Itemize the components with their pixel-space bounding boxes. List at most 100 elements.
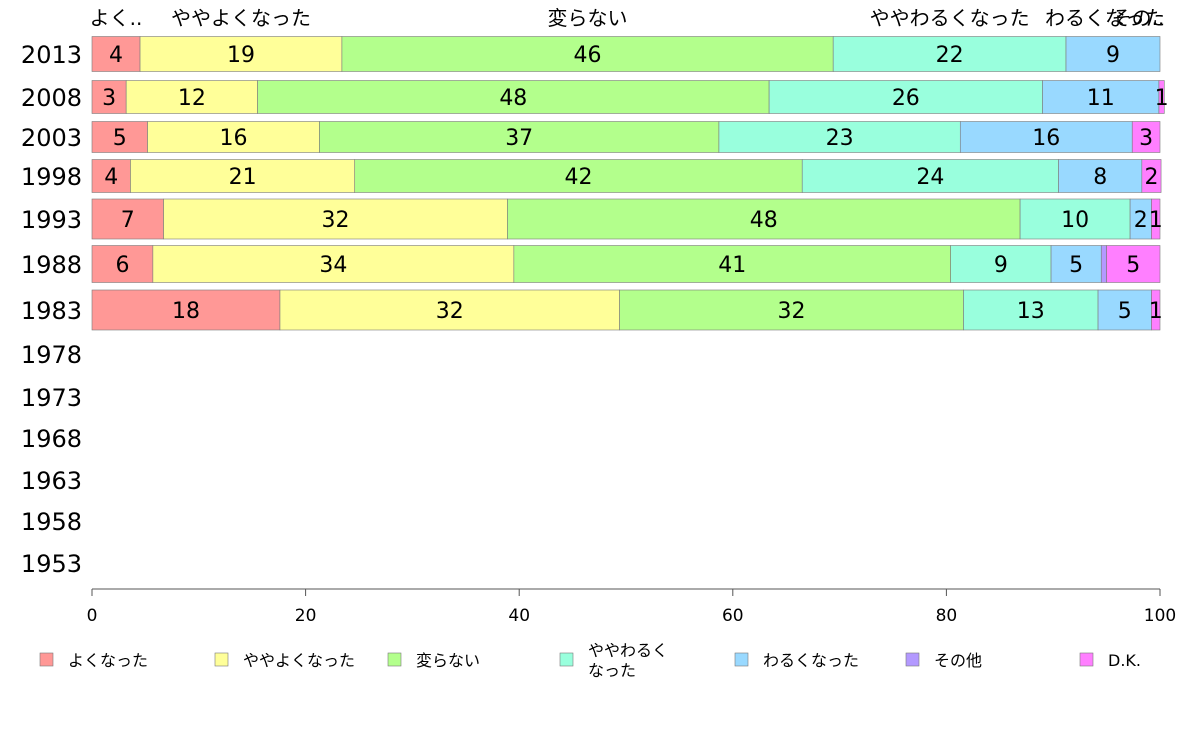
bar-segment-1998-1 xyxy=(130,159,356,193)
year-label-1983: 1983 xyxy=(21,297,82,325)
bar-segment-1993-6 xyxy=(1151,198,1161,240)
bar-segment-2013-0 xyxy=(91,36,141,72)
bar-label-1993-3: 10 xyxy=(1061,208,1089,233)
bar-label-2008-1: 12 xyxy=(178,86,206,111)
bar-label-2013-1: 19 xyxy=(227,43,255,68)
bar-label-1988-1: 34 xyxy=(319,253,347,278)
bar-segment-2008-3 xyxy=(768,80,1043,114)
bar-label-2003-2: 37 xyxy=(505,126,533,151)
bar-row-2003: 5 16 37 23 16 3 xyxy=(91,121,1161,153)
x-tick-label-20: 20 xyxy=(295,606,317,626)
legend-label-1: ややよくなった xyxy=(243,651,355,670)
year-label-1978: 1978 xyxy=(21,341,82,369)
bar-label-2003-3: 23 xyxy=(826,126,854,151)
bar-segment-2003-1 xyxy=(147,121,320,153)
legend-item-6: D.K. xyxy=(1079,651,1141,670)
year-label-1963: 1963 xyxy=(21,467,82,495)
legend-label-3: ややわるくなった xyxy=(588,641,668,680)
bar-label-1983-4: 5 xyxy=(1118,299,1132,324)
bar-label-1988-3: 9 xyxy=(994,253,1008,278)
bar-segment-2008-4 xyxy=(1042,80,1160,114)
bar-segment-2008-1 xyxy=(125,80,258,114)
bar-label-1998-6: 2 xyxy=(1144,165,1158,190)
bar-label-1988-6: 5 xyxy=(1126,253,1140,278)
legend: よくなった ややよくなった 変らない ややわるくなった わるくなった その他 D.K. xyxy=(39,641,1141,680)
bar-label-1983-3: 13 xyxy=(1017,299,1045,324)
top-label-1: ややよくなった xyxy=(171,6,311,30)
bar-segment-2013-4 xyxy=(1065,36,1161,72)
legend-swatch-4 xyxy=(734,652,749,667)
bar-label-1983-0: 18 xyxy=(172,299,200,324)
bar-label-1998-0: 4 xyxy=(104,165,118,190)
bar-label-1993-2: 48 xyxy=(750,208,778,233)
bar-label-1988-0: 6 xyxy=(115,253,129,278)
bar-label-1988-4: 5 xyxy=(1069,253,1083,278)
legend-label-4: わるくなった xyxy=(763,651,859,670)
year-label-2008: 2008 xyxy=(21,84,82,112)
year-label-1973: 1973 xyxy=(21,384,82,412)
x-axis: 0 20 40 60 80 100 xyxy=(87,588,1176,626)
legend-item-5: その他 xyxy=(905,651,982,670)
bar-row-2008: 3 12 48 26 11 1 xyxy=(91,80,1169,114)
bar-label-1993-4: 2 xyxy=(1134,208,1148,233)
year-label-1988: 1988 xyxy=(21,251,82,279)
x-tick-label-0: 0 xyxy=(87,606,98,626)
legend-swatch-5 xyxy=(905,652,920,667)
legend-label-5: その他 xyxy=(934,651,982,670)
x-tick-label-40: 40 xyxy=(508,606,530,626)
legend-item-2: 変らない xyxy=(387,651,480,670)
bar-segment-2003-6 xyxy=(1131,121,1161,153)
bar-label-1988-2: 41 xyxy=(718,253,746,278)
bar-segment-1993-1 xyxy=(163,198,508,240)
bar-label-1993-1: 32 xyxy=(322,208,350,233)
legend-item-1: ややよくなった xyxy=(214,651,355,670)
bar-segment-1988-6 xyxy=(1106,245,1161,283)
bar-row-1998: 4 21 42 24 8 2 xyxy=(91,159,1162,193)
bar-label-2008-3: 26 xyxy=(892,86,920,111)
bar-segment-2013-2 xyxy=(341,36,834,72)
legend-label-2: 変らない xyxy=(416,651,480,670)
bar-segment-1993-2 xyxy=(507,198,1021,240)
bars: 4 19 46 22 93 12 48 26 11 15 16 37 23 16 34 21 42 24 8 27 32… xyxy=(91,36,1169,331)
bar-label-2003-0: 5 xyxy=(113,126,127,151)
bar-segment-1993-3 xyxy=(1019,198,1131,240)
bar-segment-1988-4 xyxy=(1050,245,1102,283)
bar-segment-2008-2 xyxy=(257,80,770,114)
year-label-2013: 2013 xyxy=(21,41,82,69)
bar-segment-2003-3 xyxy=(718,121,961,153)
year-labels: 2013 2008 2003 1998 1993 1988 1983 1978 1973 1968… xyxy=(21,41,82,578)
top-label-5: その.. xyxy=(1112,6,1165,30)
bar-label-2003-1: 16 xyxy=(220,126,248,151)
year-label-1958: 1958 xyxy=(21,508,82,536)
bar-label-1993-0: 7 xyxy=(121,208,135,233)
bar-label-2008-0: 3 xyxy=(102,86,116,111)
bar-segment-1988-0 xyxy=(91,245,154,283)
bar-segment-2008-6 xyxy=(1158,80,1165,114)
bar-label-2008-2: 48 xyxy=(499,86,527,111)
x-tick-label-60: 60 xyxy=(722,606,744,626)
bar-label-1983-6: 1 xyxy=(1149,299,1163,324)
bar-segment-1988-1 xyxy=(152,245,515,283)
year-label-1998: 1998 xyxy=(21,163,82,191)
top-label-2: 変らない xyxy=(548,6,628,30)
bar-segment-1988-5 xyxy=(1100,245,1107,283)
bar-label-2008-6: 1 xyxy=(1155,86,1169,111)
bar-row-2013: 4 19 46 22 9 xyxy=(91,36,1161,72)
bar-label-1998-1: 21 xyxy=(229,165,257,190)
bar-segment-1993-0 xyxy=(91,198,164,240)
legend-swatch-1 xyxy=(214,652,229,667)
bar-row-1988: 6 34 41 9 5 5 xyxy=(91,245,1161,283)
bar-label-2013-4: 9 xyxy=(1106,43,1120,68)
bar-label-1998-3: 24 xyxy=(916,165,944,190)
bar-label-2003-6: 3 xyxy=(1139,126,1153,151)
bar-segment-2003-4 xyxy=(959,121,1133,153)
top-label-4: わるくなった xyxy=(1045,6,1165,30)
bar-segment-1998-3 xyxy=(801,159,1059,193)
bar-segment-1998-2 xyxy=(354,159,803,193)
bar-label-1998-2: 42 xyxy=(564,165,592,190)
legend-swatch-3 xyxy=(559,652,574,667)
bar-label-1993-6: 1 xyxy=(1149,208,1163,233)
bar-label-1983-2: 32 xyxy=(778,299,806,324)
